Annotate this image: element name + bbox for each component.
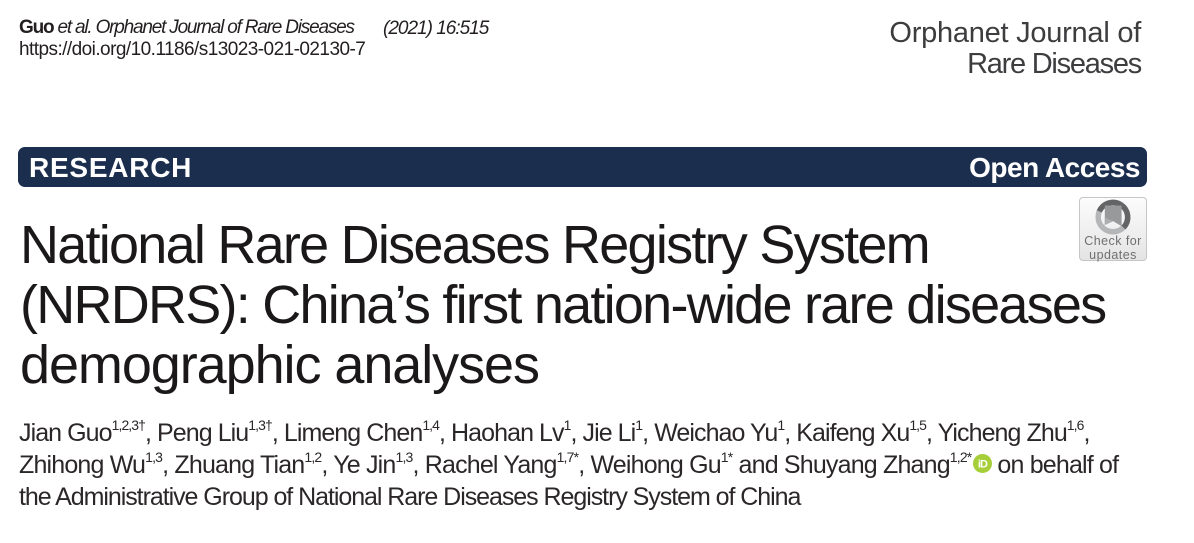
svg-text:iD: iD (978, 459, 988, 471)
